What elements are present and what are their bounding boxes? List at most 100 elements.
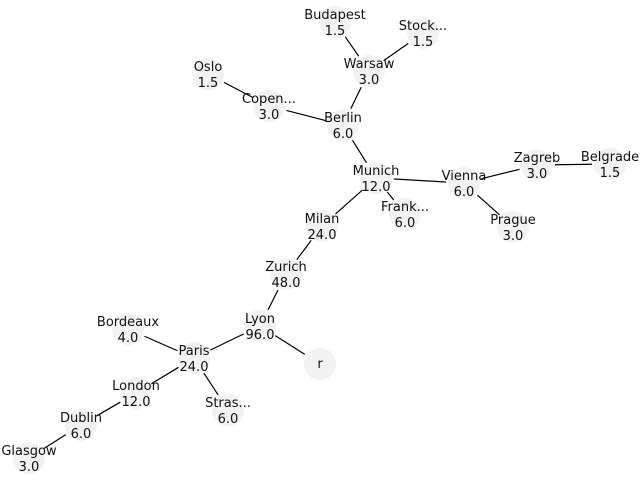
node-label: Stock...	[399, 19, 447, 34]
node-label: Copen...	[242, 92, 296, 107]
node-circle	[13, 442, 45, 474]
node-label: Zurich	[265, 260, 307, 275]
node-value: 12.0	[362, 180, 391, 195]
node-label: Paris	[179, 344, 210, 359]
node-circle	[270, 258, 302, 290]
node-stock: Stock...1.5	[399, 17, 447, 50]
edge-copen-oslo	[223, 81, 254, 99]
node-circle	[497, 211, 529, 243]
node-value: 4.0	[118, 331, 139, 346]
node-circle	[120, 377, 152, 409]
node-circle	[244, 310, 276, 342]
edge-berlin-warsaw	[350, 86, 362, 110]
node-label: Bordeaux	[97, 315, 159, 330]
node-value: 3.0	[19, 460, 40, 475]
edge-munich-frank	[386, 191, 395, 201]
edge-vienna-zagreb	[481, 168, 520, 180]
node-value: 3.0	[259, 108, 280, 123]
node-label: Dublin	[60, 411, 102, 426]
node-circle	[448, 167, 480, 199]
node-circle	[253, 90, 285, 122]
node-label: r	[317, 357, 323, 372]
node-stras: Stras...6.0	[205, 394, 251, 427]
node-value: 1.5	[600, 166, 621, 181]
node-value: 6.0	[71, 427, 92, 442]
node-value: 1.5	[413, 35, 434, 50]
node-label: Budapest	[304, 8, 366, 23]
node-value: 96.0	[246, 328, 275, 343]
edge-paris-stras	[203, 372, 219, 396]
node-value: 1.5	[325, 24, 346, 39]
node-circle	[65, 409, 97, 441]
node-label: Glasgow	[1, 444, 57, 459]
node-value: 24.0	[308, 228, 337, 243]
node-circle	[306, 210, 338, 242]
node-circle	[178, 342, 210, 374]
node-value: 6.0	[395, 216, 416, 231]
node-circle	[594, 148, 626, 180]
node-value: 24.0	[180, 360, 209, 375]
node-label: Munich	[353, 164, 400, 179]
node-value: 6.0	[218, 412, 239, 427]
edge-paris-london	[151, 366, 179, 385]
node-label: Berlin	[324, 111, 362, 126]
edge-munich-vienna	[393, 178, 447, 183]
edge-lyon-zurich	[267, 289, 279, 311]
node-value: 1.5	[198, 76, 219, 91]
node-label: Oslo	[194, 60, 223, 75]
node-label: Lyon	[245, 312, 275, 327]
node-value: 3.0	[503, 229, 524, 244]
edges-layer	[43, 36, 593, 449]
node-circle	[389, 198, 421, 230]
node-circle	[353, 55, 385, 87]
node-circle	[192, 58, 224, 90]
node-value: 3.0	[359, 73, 380, 88]
node-circle	[304, 348, 336, 380]
edge-warsaw-stock	[383, 42, 409, 62]
node-circle	[360, 162, 392, 194]
edge-r-lyon	[274, 335, 306, 355]
node-label: London	[112, 379, 160, 394]
node-label: Milan	[305, 212, 340, 227]
node-value: 6.0	[454, 185, 475, 200]
node-copen: Copen...3.0	[242, 90, 296, 123]
node-label: Belgrade	[581, 150, 639, 165]
edge-warsaw-budapest	[344, 36, 360, 57]
edge-vienna-prague	[476, 194, 501, 216]
nodes-layer: rLyon96.0Zurich48.0Milan24.0Munich12.0Be…	[1, 6, 639, 475]
node-circle	[112, 313, 144, 345]
edge-milan-munich	[335, 189, 363, 215]
edge-lyon-paris	[209, 333, 245, 351]
node-label: Warsaw	[344, 57, 395, 72]
node-circle	[319, 6, 351, 38]
node-r: r	[304, 348, 336, 380]
node-circle	[212, 394, 244, 426]
node-value: 12.0	[122, 395, 151, 410]
edge-zurich-milan	[296, 240, 312, 260]
node-label: Stras...	[205, 396, 251, 411]
edge-dublin-glasgow	[43, 434, 67, 449]
node-frank: Frank...6.0	[381, 198, 429, 231]
node-label: Prague	[490, 213, 535, 228]
node-circle	[327, 109, 359, 141]
node-value: 48.0	[272, 276, 301, 291]
node-value: 6.0	[333, 127, 354, 142]
node-label: Frank...	[381, 200, 429, 215]
edge-berlin-copen	[286, 109, 326, 122]
